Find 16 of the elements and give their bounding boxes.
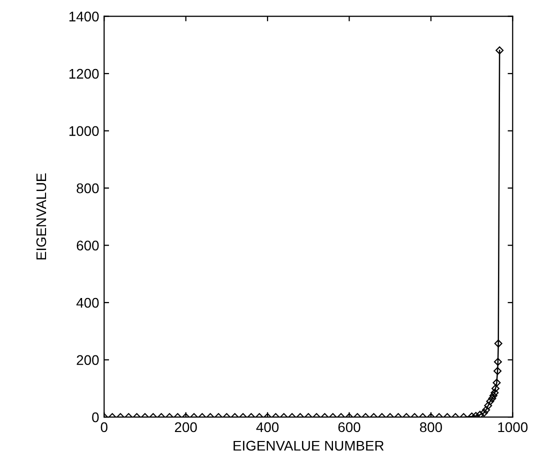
y-tick-label: 800 xyxy=(76,183,99,194)
x-tick-label: 400 xyxy=(256,422,279,432)
y-tick-label: 1200 xyxy=(69,68,99,79)
x-axis-title: EIGENVALUE NUMBER xyxy=(234,440,384,451)
x-tick-label: 800 xyxy=(420,422,442,432)
y-tick-label: 1400 xyxy=(69,12,99,22)
y-tick-label: 0 xyxy=(92,412,99,422)
x-tick-label: 1000 xyxy=(498,422,528,432)
y-tick-label: 600 xyxy=(76,240,99,250)
x-tick-label: 200 xyxy=(174,422,197,432)
y-tick-label: 400 xyxy=(76,298,99,308)
y-tick-label: 200 xyxy=(76,355,99,365)
y-axis-title: EIGENVALUE xyxy=(36,173,46,260)
y-tick-label: 1000 xyxy=(69,126,99,136)
x-tick-label: 0 xyxy=(100,422,108,432)
x-tick-label: 600 xyxy=(338,422,360,432)
